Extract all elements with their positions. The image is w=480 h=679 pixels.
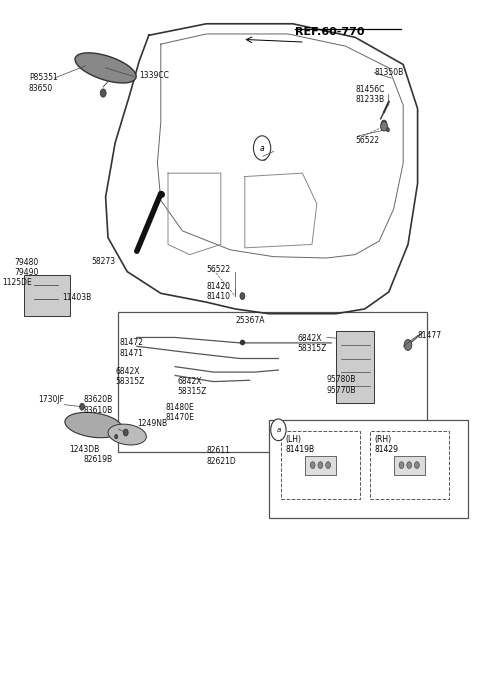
- Circle shape: [386, 128, 389, 132]
- Circle shape: [80, 403, 84, 410]
- Circle shape: [115, 435, 118, 439]
- Text: a: a: [260, 143, 264, 153]
- Circle shape: [325, 462, 330, 469]
- Text: 95780B
95770B: 95780B 95770B: [326, 375, 356, 395]
- Text: 6842X
58315Z: 6842X 58315Z: [298, 334, 327, 354]
- Text: 81350B: 81350B: [374, 68, 404, 77]
- Circle shape: [253, 136, 271, 160]
- Text: P85351
83650: P85351 83650: [29, 73, 58, 93]
- Text: 11403B: 11403B: [62, 293, 92, 302]
- Text: 81477: 81477: [418, 331, 442, 340]
- Circle shape: [100, 89, 106, 97]
- Circle shape: [415, 462, 420, 469]
- Text: 56522: 56522: [206, 265, 230, 274]
- Text: 25367A: 25367A: [235, 316, 264, 325]
- Bar: [118, 312, 427, 452]
- Text: 6842X
58315Z: 6842X 58315Z: [178, 377, 207, 397]
- Circle shape: [261, 152, 267, 160]
- Bar: [394, 456, 425, 475]
- Text: 1730JF: 1730JF: [38, 395, 64, 404]
- Text: (LH): (LH): [286, 435, 301, 443]
- Circle shape: [381, 122, 387, 131]
- Text: 79480
79490: 79480 79490: [14, 258, 39, 278]
- Text: 81480E
81470E: 81480E 81470E: [166, 403, 194, 422]
- Text: 82611
82621D: 82611 82621D: [206, 446, 236, 466]
- Text: 1339CC: 1339CC: [139, 71, 169, 80]
- Text: 1249NB: 1249NB: [137, 419, 167, 428]
- Bar: [269, 420, 468, 518]
- Text: 83620B
83610B: 83620B 83610B: [84, 395, 113, 415]
- Ellipse shape: [65, 412, 122, 438]
- Text: 1125DE: 1125DE: [2, 278, 32, 287]
- Bar: [370, 431, 449, 499]
- Text: 81429: 81429: [374, 445, 398, 454]
- Circle shape: [123, 429, 128, 436]
- Circle shape: [240, 293, 245, 299]
- Circle shape: [310, 462, 315, 469]
- Circle shape: [404, 340, 412, 350]
- Circle shape: [318, 462, 323, 469]
- Text: 56522: 56522: [355, 136, 379, 145]
- Circle shape: [399, 462, 404, 469]
- Ellipse shape: [75, 53, 136, 83]
- Ellipse shape: [108, 424, 146, 445]
- Circle shape: [407, 462, 412, 469]
- Text: 81420
81410: 81420 81410: [206, 282, 230, 301]
- Bar: [24, 275, 70, 316]
- Text: REF.60-770: REF.60-770: [295, 27, 365, 37]
- Circle shape: [271, 419, 286, 441]
- Circle shape: [381, 120, 387, 128]
- Text: 58273: 58273: [91, 257, 115, 265]
- Text: 81419B: 81419B: [286, 445, 315, 454]
- Bar: [305, 456, 336, 475]
- Text: (RH): (RH): [374, 435, 392, 443]
- Text: 6842X
58315Z: 6842X 58315Z: [115, 367, 144, 386]
- Bar: [281, 431, 360, 499]
- Text: 81456C
81233B: 81456C 81233B: [355, 85, 384, 105]
- Bar: [336, 331, 374, 403]
- Text: a: a: [276, 427, 280, 433]
- Text: 81472
81471: 81472 81471: [120, 338, 144, 358]
- Text: 1243DB: 1243DB: [70, 445, 100, 454]
- Text: 82619B: 82619B: [84, 455, 113, 464]
